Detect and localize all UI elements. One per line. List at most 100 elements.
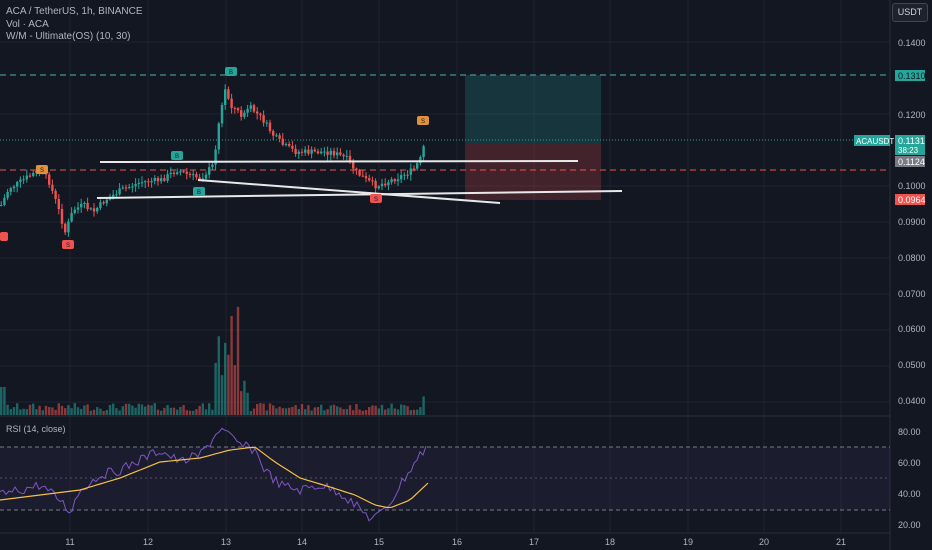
candle-body (22, 179, 25, 181)
volume-bar (44, 405, 48, 415)
candle-body (64, 223, 67, 233)
candle-body (313, 149, 316, 152)
candle-body (262, 115, 265, 123)
volume-bar (355, 404, 358, 415)
candle-body (236, 108, 240, 111)
candle-body (368, 178, 371, 181)
volume-bar (192, 410, 195, 415)
candle-body (134, 183, 137, 187)
candle-body (272, 130, 275, 136)
time-tick: 17 (529, 537, 539, 547)
legend-indicator[interactable]: W/M - Ultimate(OS) (10, 30) (6, 31, 131, 42)
entry-price-badge (895, 156, 925, 167)
candle-body (307, 149, 310, 154)
volume-bar (208, 403, 211, 415)
candle-body (249, 105, 252, 109)
volume-bar (118, 410, 121, 415)
candle-body (396, 179, 400, 182)
volume-bar (112, 403, 115, 415)
candle-body (278, 135, 281, 139)
volume-bar (240, 391, 243, 415)
sell-signal-text: S (374, 197, 378, 203)
legend-symbol[interactable]: ACA / TetherUS, 1h, BINANCE (6, 6, 143, 17)
candle-body (288, 143, 291, 146)
candle-body (246, 108, 249, 113)
volume-bar (80, 408, 83, 415)
buy-signal-text: B (229, 70, 233, 76)
candle-body (57, 198, 60, 210)
candle-body (332, 150, 336, 156)
volume-bar (76, 407, 80, 415)
volume-bar (211, 409, 214, 415)
time-tick: 14 (297, 537, 307, 547)
time-tick: 13 (221, 537, 231, 547)
trendline-descending[interactable] (197, 179, 501, 204)
candle-body (364, 176, 368, 179)
candle-body (419, 157, 422, 164)
candle-body (156, 177, 160, 182)
price-tick: 0.1200 (898, 110, 926, 120)
volume-bar (348, 405, 352, 415)
candle-body (67, 221, 70, 233)
volume-bar (70, 408, 73, 415)
candle-body (297, 151, 300, 155)
candle-body (179, 171, 182, 173)
volume-bar (342, 409, 345, 415)
buy-signal-text: B (175, 154, 179, 160)
volume-bar (300, 404, 304, 415)
volume-bar (316, 407, 320, 415)
last-price-text: 0.1131 (898, 136, 925, 146)
volume-bar (19, 409, 22, 415)
volume-bar (361, 410, 364, 415)
candle-body (358, 169, 361, 176)
candle-body (150, 180, 153, 183)
signal-markers: S B B B S S S (0, 67, 429, 249)
volume-bar (163, 407, 166, 415)
candle-body (227, 89, 230, 99)
candle-body (51, 184, 54, 191)
position-profit-zone[interactable] (465, 75, 601, 143)
volume-bar (256, 404, 259, 415)
entry-price-text: 0.1124 (898, 157, 925, 167)
volume-bar (377, 408, 380, 415)
time-tick: 15 (374, 537, 384, 547)
volume-bar (406, 406, 409, 415)
time-tick: 11 (65, 537, 74, 547)
candle-body (144, 181, 147, 183)
trendline-support[interactable] (96, 190, 623, 199)
candle-body (220, 105, 224, 124)
volume-bar (422, 396, 425, 415)
currency-button[interactable]: USDT (892, 3, 928, 22)
candle-body (316, 151, 320, 154)
volume-bar (96, 407, 99, 415)
candles (0, 84, 425, 237)
target-price-text: 0.1310 (898, 71, 926, 81)
candle-body (28, 175, 32, 177)
rsi-legend[interactable]: RSI (14, close) (6, 424, 66, 434)
position-loss-zone[interactable] (465, 143, 601, 200)
candle-body (166, 174, 169, 181)
trendline-neckline[interactable] (99, 160, 579, 163)
legend-volume[interactable]: Vol · ACA (6, 19, 49, 30)
candle-body (105, 199, 108, 204)
volume-bar (25, 409, 28, 415)
candle-body (310, 149, 313, 154)
volume-bar (128, 403, 131, 415)
volume-bar (179, 406, 182, 415)
price-tick: 0.0500 (898, 360, 926, 370)
candle-body (284, 143, 288, 145)
candle-body (118, 188, 121, 195)
candle-body (198, 177, 201, 180)
volume-bar (304, 409, 307, 415)
candle-body (131, 186, 134, 188)
volume-bar (166, 405, 169, 415)
volume-bar (233, 365, 236, 415)
candle-body (6, 191, 9, 198)
volume-bar (252, 408, 256, 415)
volume-bar (35, 409, 38, 415)
volume-bar (345, 409, 348, 415)
candle-body (83, 202, 86, 204)
candle-body (195, 174, 198, 178)
rsi-line (0, 427, 427, 522)
